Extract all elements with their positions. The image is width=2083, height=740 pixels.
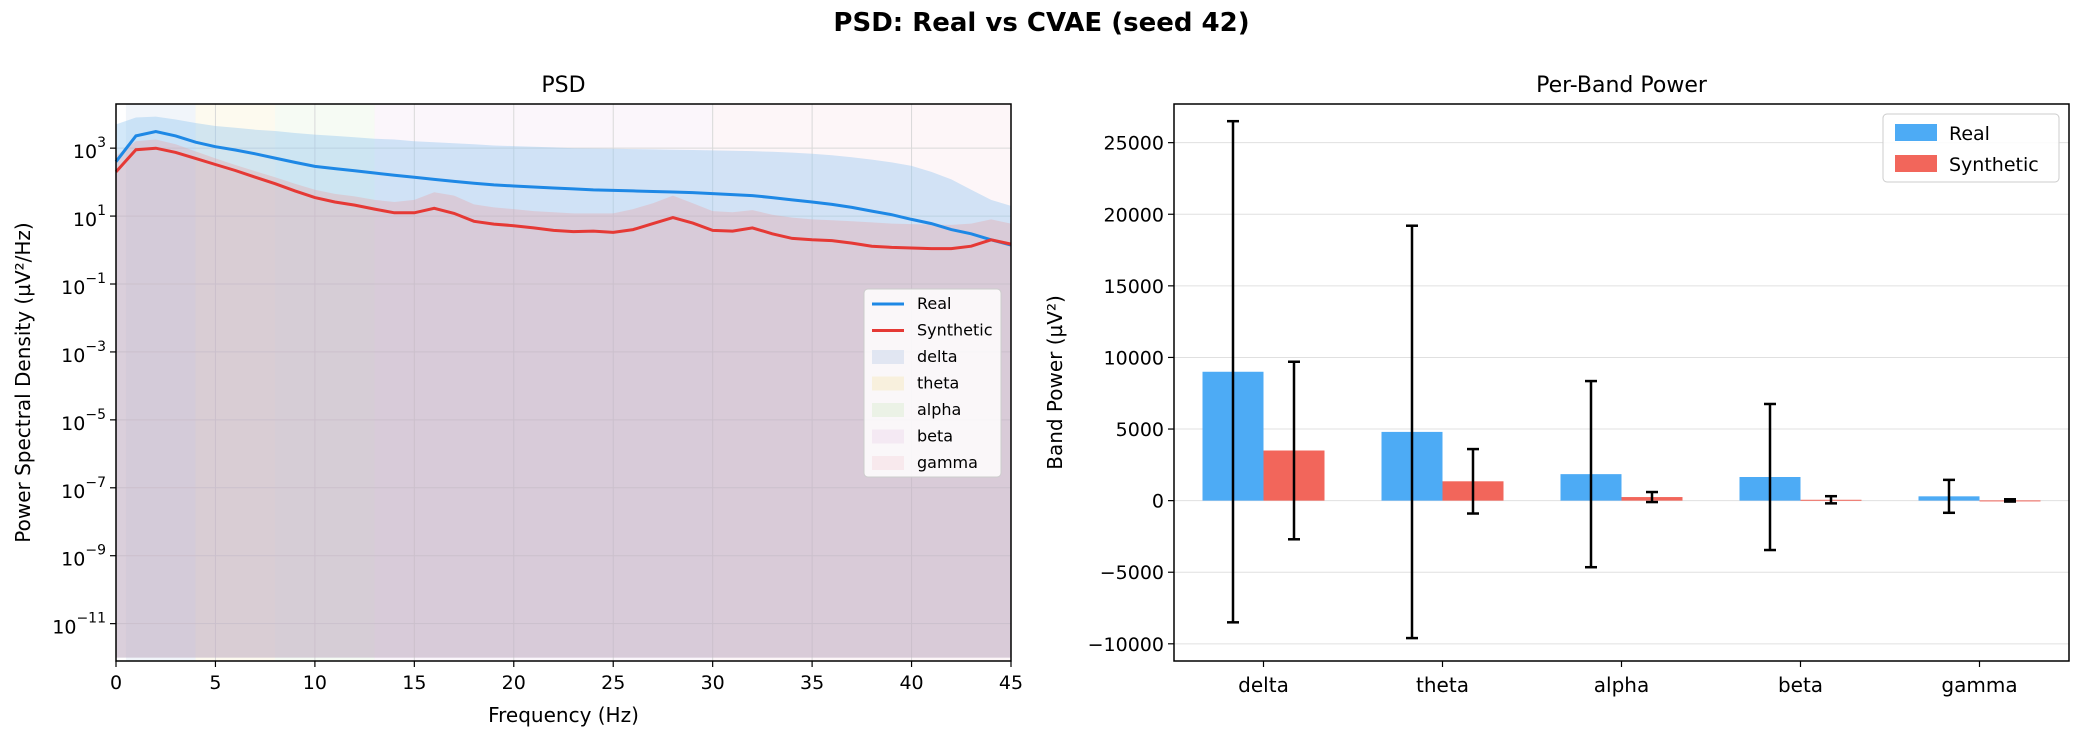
legend-swatch-theta [872,376,904,391]
psd-y-tick-label: 101 [73,203,106,231]
psd-x-tick-label: 40 [899,672,923,694]
psd-legend-box [863,288,1002,478]
psd-x-tick-label: 0 [110,672,122,694]
bar-y-tick-label: 25000 [1104,133,1164,155]
bar-y-tick-label: 20000 [1104,204,1164,226]
bar-x-tick-label-gamma: gamma [1941,673,2017,697]
bar-y-tick-label: 10000 [1104,347,1164,369]
bar-plot-area [1174,104,2069,661]
psd-x-tick-label: 25 [601,672,625,694]
legend-label-beta: beta [917,427,953,446]
bar-x-tick-label-delta: delta [1238,673,1289,697]
legend-swatch-gamma [872,456,904,470]
bar-x-tick-label-beta: beta [1778,673,1823,697]
psd-x-tick-label: 15 [402,672,426,694]
band-power-chart: delta theta alpha beta gamma −10000 −5000 0 5000… [1043,73,2070,697]
bar-legend-swatch-synthetic [1895,155,1937,172]
psd-x-tick-label: 35 [800,672,824,694]
psd-axes-frame [115,103,1012,662]
psd-y-tick-label: 10−9 [61,543,106,571]
band-shade-delta [125,104,196,661]
psd-title: PSD [541,73,585,98]
psd-line-synthetic [114,146,1012,251]
bar-y-tick-label: −10000 [1088,634,1164,656]
psd-x-tick-label: 10 [303,672,327,694]
legend-label-delta: delta [917,347,958,366]
bar-legend-swatch-real [1895,124,1937,141]
psd-y-tick-label: 10−3 [61,339,106,367]
band-shade-theta [195,104,276,661]
figure-title: PSD: Real vs CVAE (seed 42) [833,8,1250,38]
legend-swatch-alpha [872,403,904,417]
psd-x-tick-label: 30 [701,672,725,694]
psd-band-real [116,116,1011,658]
psd-y-tick-label: 10−7 [61,475,106,503]
legend-swatch-delta [872,350,904,364]
legend-label-theta: theta [917,374,959,393]
psd-y-axis-label: Power Spectral Density (µV²/Hz) [11,222,35,542]
psd-y-tick-label: 103 [73,135,106,163]
psd-plot-area [116,104,1011,661]
bar-y-tick-label: 5000 [1116,419,1164,441]
psd-x-tick-label: 45 [999,672,1023,694]
psd-chart: 0 5 10 15 20 25 30 35 40 45 103 101 10−1 10−3 10−5 10−7… [11,73,1023,727]
psd-legend: Real Synthetic delta theta alpha beta gamma [863,288,1002,478]
legend-label-synthetic: Synthetic [917,321,993,340]
band-shade-alpha [275,104,375,661]
psd-line-real [114,129,1012,247]
bar-legend-label-synthetic: Synthetic [1949,154,2039,176]
legend-label-real: Real [917,294,952,313]
bar-x-tick-label-theta: theta [1416,673,1469,697]
bar-axes-frame [1173,103,2070,662]
psd-band-synthetic [116,139,1011,658]
bar-y-tick-label: 0 [1152,491,1164,513]
band-shade-beta [374,104,713,661]
psd-y-tick-label: 10−5 [61,407,106,435]
bar-x-tick-label-alpha: alpha [1594,673,1649,697]
bar-legend: Real Synthetic [1882,113,2060,183]
bar-y-tick-label: 15000 [1104,276,1164,298]
psd-y-tick-label: 10−11 [52,611,106,639]
legend-swatch-beta [872,429,904,444]
psd-y-tick-label: 10−1 [61,271,106,299]
bar-y-axis-label: Band Power (µV²) [1043,295,1067,470]
psd-x-tick-label: 5 [209,672,221,694]
legend-label-gamma: gamma [917,453,978,472]
psd-x-tick-label: 20 [502,672,526,694]
legend-label-alpha: alpha [917,400,961,419]
bar-y-tick-label: −5000 [1100,562,1164,584]
bar-title: Per-Band Power [1536,73,1708,98]
psd-x-axis-label: Frequency (Hz) [488,703,639,727]
bar-legend-label-real: Real [1949,123,1990,145]
